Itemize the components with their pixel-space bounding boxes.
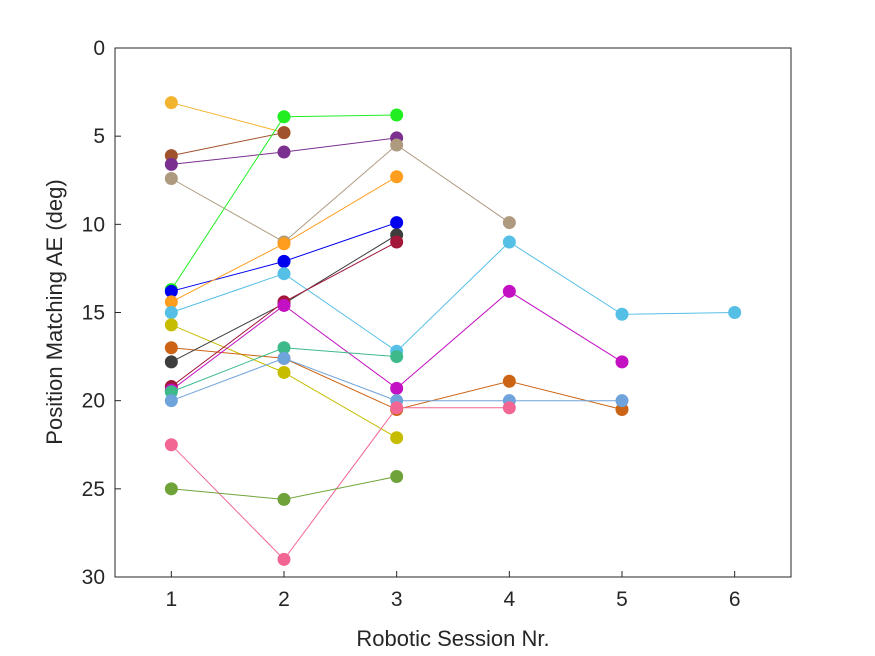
data-point bbox=[164, 306, 178, 319]
data-point bbox=[164, 171, 178, 185]
y-tick-label: 15 bbox=[82, 302, 105, 325]
y-tick-label: 0 bbox=[93, 37, 105, 60]
data-point bbox=[164, 355, 178, 369]
data-point bbox=[164, 295, 178, 309]
series-layer bbox=[164, 96, 742, 566]
data-point bbox=[390, 469, 404, 483]
data-point bbox=[164, 157, 178, 171]
data-point bbox=[277, 254, 291, 268]
x-axis-title: Robotic Session Nr. bbox=[356, 626, 549, 651]
data-point bbox=[164, 438, 178, 452]
data-point bbox=[164, 318, 178, 332]
data-point bbox=[615, 355, 629, 369]
x-tick-label: 6 bbox=[729, 588, 741, 611]
x-tick-label: 4 bbox=[503, 588, 515, 611]
data-point bbox=[502, 284, 516, 298]
data-point bbox=[390, 138, 404, 152]
data-point bbox=[615, 307, 629, 321]
series-line bbox=[171, 102, 285, 134]
y-tick-label: 25 bbox=[82, 478, 105, 501]
data-point bbox=[164, 284, 178, 298]
series-line bbox=[171, 132, 285, 157]
data-point bbox=[390, 381, 404, 395]
data-point bbox=[615, 394, 629, 408]
data-point bbox=[164, 482, 178, 496]
data-point bbox=[277, 341, 291, 355]
data-point bbox=[164, 341, 178, 355]
series-group bbox=[164, 401, 516, 566]
y-tick-label: 10 bbox=[82, 213, 105, 236]
series-group bbox=[164, 235, 742, 358]
ticks-layer: 1 2 3 4 5 6 0 5 10 15 20 25 30 bbox=[82, 37, 741, 611]
x-tick-label: 3 bbox=[391, 588, 403, 611]
y-axis-title: Position Matching AE (deg) bbox=[42, 179, 67, 444]
series-line bbox=[170, 407, 510, 561]
data-point bbox=[502, 235, 516, 249]
series-group bbox=[164, 216, 404, 298]
data-point bbox=[390, 108, 404, 122]
series-group bbox=[164, 469, 404, 506]
data-point bbox=[390, 431, 404, 445]
data-point bbox=[390, 235, 404, 249]
data-point bbox=[502, 401, 516, 415]
data-point bbox=[277, 492, 291, 506]
series-group bbox=[164, 318, 404, 445]
data-point bbox=[277, 145, 291, 159]
data-point bbox=[502, 216, 516, 230]
series-line bbox=[171, 241, 735, 352]
y-tick-label: 30 bbox=[82, 566, 105, 589]
data-point bbox=[728, 306, 742, 319]
data-point bbox=[277, 126, 291, 140]
data-point bbox=[164, 96, 178, 110]
data-point bbox=[277, 237, 291, 251]
series-line bbox=[171, 144, 510, 243]
data-point bbox=[277, 298, 291, 312]
y-tick-label: 20 bbox=[82, 390, 105, 413]
data-point bbox=[390, 216, 404, 230]
series-group bbox=[164, 170, 404, 309]
data-point bbox=[277, 267, 291, 281]
data-point bbox=[277, 552, 291, 566]
data-point bbox=[390, 401, 404, 415]
y-tick-label: 5 bbox=[93, 125, 105, 148]
x-tick-label: 5 bbox=[616, 588, 628, 611]
x-tick-label: 2 bbox=[278, 588, 290, 611]
data-point bbox=[164, 394, 178, 408]
data-point bbox=[502, 374, 516, 388]
data-point bbox=[390, 350, 404, 364]
x-tick-label: 1 bbox=[165, 588, 177, 611]
data-point bbox=[390, 170, 404, 184]
data-point bbox=[277, 110, 291, 124]
data-point bbox=[277, 351, 291, 365]
data-point bbox=[277, 365, 291, 379]
plot-area bbox=[114, 47, 792, 578]
